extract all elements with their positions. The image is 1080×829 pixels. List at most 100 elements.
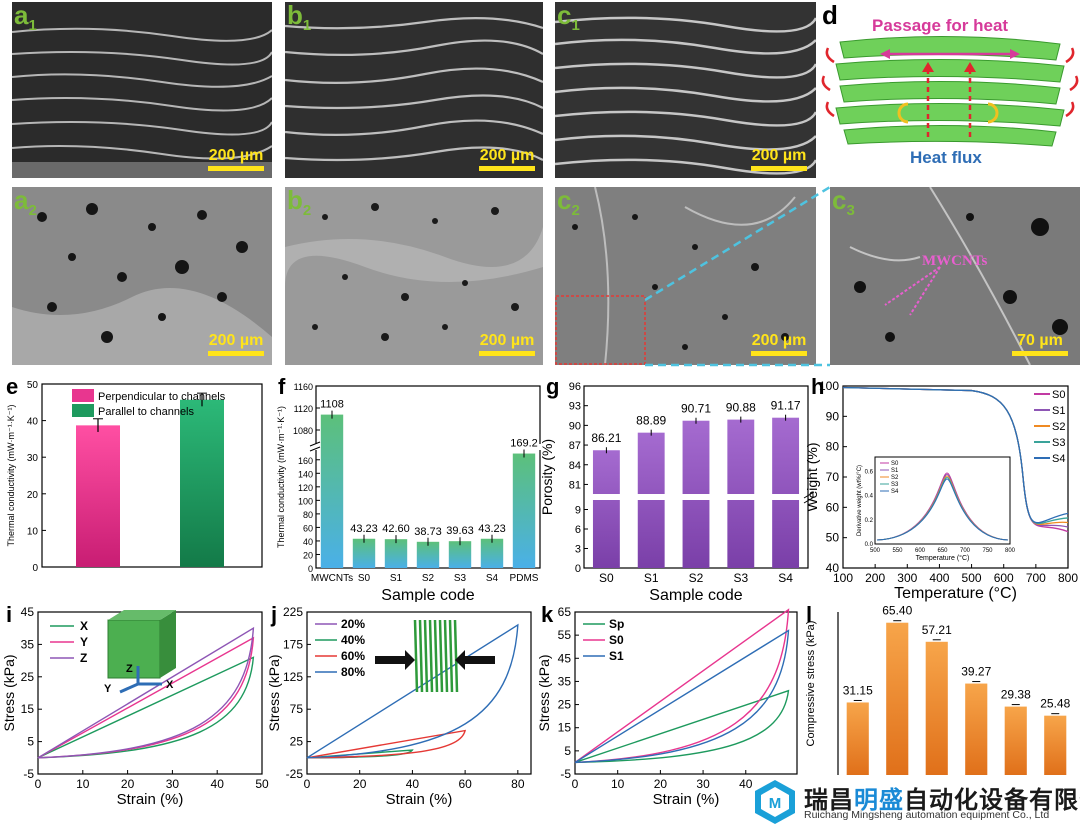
y-axis-label: Stress (kPa) — [266, 654, 282, 731]
stress-strain-curve — [306, 729, 467, 759]
chart-k: k -5 5 15 25 35 45 55 65 0 10 20 30 40 Stress (kPa) Str… — [536, 602, 798, 808]
y-tick-label: 60 — [826, 500, 840, 514]
stress-strain-curve — [574, 689, 790, 764]
scale-bar-c1: 200 µm — [751, 147, 807, 171]
x-tick-label: 200 — [865, 571, 885, 585]
axis-arrow-y — [119, 682, 139, 694]
company-name: 瑞昌明盛自动化设备有限公司 — [804, 787, 1080, 814]
plot-frame — [306, 611, 532, 775]
bar — [846, 702, 869, 775]
bar — [772, 417, 800, 568]
heat-schematic — [821, 35, 1079, 147]
x-axis-label: Strain (%) — [117, 791, 184, 808]
bar — [925, 641, 948, 775]
y-tick-label: 5 — [564, 744, 571, 758]
x-tick-label: PDMS — [510, 573, 539, 584]
axis-label-y: Y — [104, 683, 112, 695]
sem-image-b2 — [285, 187, 543, 365]
y-tick-label: 225 — [283, 605, 303, 619]
x-tick-label: S0 — [599, 571, 614, 585]
foam-cube-top — [108, 610, 176, 620]
panel-label: i — [6, 602, 12, 627]
y-axis-label: Thermal conductivity (mW·m⁻¹·K⁻¹) — [6, 404, 16, 546]
x-tick-label: 40 — [739, 777, 753, 791]
legend-entry: S4 — [1052, 453, 1065, 465]
legend-entry: S0 — [1052, 389, 1065, 401]
y-tick-label: 60 — [303, 523, 313, 533]
y-tick-label: 0 — [308, 564, 313, 574]
y-tick-label: 125 — [283, 670, 303, 684]
chart-h: h 40 50 60 70 80 90 100 100 200 300 400 500 600 700 800… — [805, 374, 1078, 602]
x-tick-label: 0 — [35, 777, 42, 791]
bar-value-label: 25.48 — [1040, 697, 1070, 711]
axis-break — [312, 444, 544, 450]
x-tick-label: 60 — [458, 777, 472, 791]
y-tick-label: 15 — [558, 721, 572, 735]
bar — [1004, 706, 1027, 775]
legend-entry: S2 — [1052, 421, 1065, 433]
legend-swatch — [72, 389, 94, 402]
x-tick-label: 30 — [166, 777, 180, 791]
x-tick-label: S4 — [778, 571, 793, 585]
x-tick-label: 10 — [76, 777, 90, 791]
y-tick-label: 45 — [558, 651, 572, 665]
schematic-panel-d: d Passage for heat Heat flux — [820, 2, 1080, 178]
svg-text:M: M — [769, 795, 782, 812]
company-watermark: M 瑞昌明盛自动化设备有限公司 Ruichang Mingsheng autom… — [748, 772, 1080, 829]
chart-f: f 0 20 40 60 80 100 120 140 160 1080 1120 1160 Therma… — [276, 374, 544, 602]
y-tick-label: 90 — [826, 409, 840, 423]
fiber-bundle — [453, 619, 459, 693]
inset-x-tick-label: 600 — [915, 548, 926, 554]
y-tick-label: 87 — [569, 440, 581, 452]
y-tick-label: 25 — [290, 735, 304, 749]
y-tick-label: 6 — [575, 524, 581, 536]
bar-value-label: 39.27 — [961, 665, 991, 679]
panel-label-a1: a1 — [14, 2, 37, 35]
break-mark — [803, 496, 815, 504]
fiber-bundle — [423, 619, 429, 693]
y-tick-label: 84 — [569, 460, 581, 472]
panel-label: h — [811, 374, 824, 399]
inset-y-tick-label: 0.2 — [865, 518, 874, 524]
x-tick-label: 10 — [611, 777, 625, 791]
x-tick-label: 20 — [121, 777, 135, 791]
scale-bar-c3: 70 µm — [1012, 332, 1068, 356]
panel-label-c2: c2 — [557, 187, 580, 220]
inset-legend-entry: S1 — [891, 468, 899, 474]
y-tick-label: 40 — [826, 561, 840, 575]
y-tick-label: 45 — [21, 605, 35, 619]
panel-label-b2: b2 — [287, 187, 312, 220]
legend-entry: Sp — [609, 617, 624, 631]
fiber-bundle — [418, 619, 424, 693]
scale-bar-a2: 200 µm — [208, 332, 264, 356]
mwcnts-annotation: MWCNTs — [922, 253, 988, 269]
chart-e: e 0 10 20 30 40 50 Thermal conductivity (mW·m⁻¹… — [6, 374, 263, 574]
bar-value-label: 57.21 — [922, 623, 952, 637]
y-tick-label: 80 — [303, 510, 313, 520]
x-axis-label: Strain (%) — [386, 791, 453, 808]
y-tick-label: 40 — [27, 417, 39, 428]
y-tick-label: 90 — [569, 420, 581, 432]
bar-value-label: 31.15 — [843, 683, 873, 697]
bar — [512, 453, 536, 568]
sem-panel-c2: c2 200 µm — [555, 187, 816, 365]
chart-j: j -25 25 75 125 175 225 0 20 40 60 80 Stress (kPa) St… — [266, 602, 532, 808]
bar-value-label: 90.71 — [681, 402, 711, 416]
passage-for-heat-label: Passage for heat — [872, 16, 1009, 35]
inset-x-tick-label: 700 — [960, 548, 971, 554]
x-tick-label: 100 — [833, 571, 853, 585]
y-tick-label: 120 — [298, 483, 313, 493]
bar — [480, 538, 504, 568]
bar — [637, 432, 665, 568]
y-tick-label: 0 — [32, 563, 38, 574]
bar — [416, 541, 440, 568]
panel-label-b1: b1 — [287, 2, 312, 35]
stress-strain-curve — [574, 629, 790, 764]
x-tick-label: 50 — [255, 777, 269, 791]
x-tick-label: 20 — [353, 777, 367, 791]
bar — [76, 425, 120, 567]
stress-strain-curve — [306, 623, 519, 759]
panel-label-d: d — [822, 2, 838, 30]
scale-bar-b1: 200 µm — [479, 147, 535, 171]
bar-value-label: 38.73 — [414, 526, 442, 538]
